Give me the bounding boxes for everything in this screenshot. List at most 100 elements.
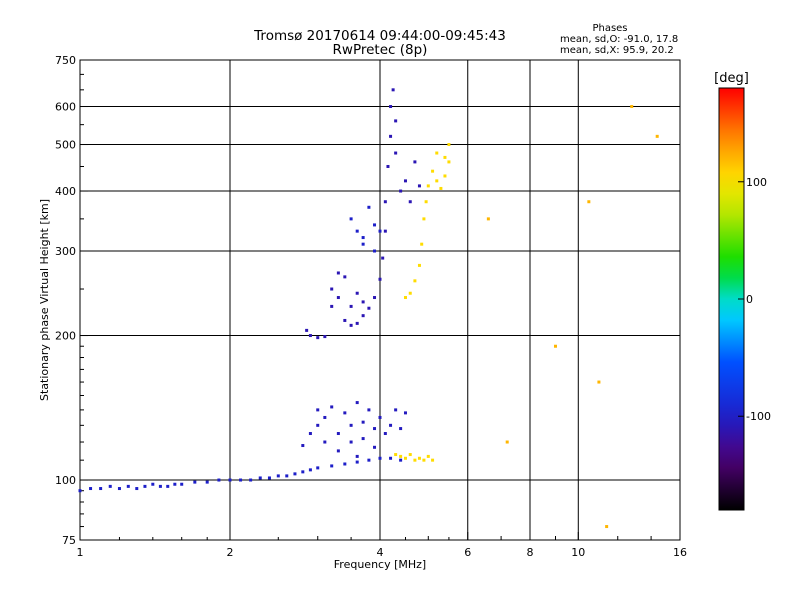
data-point [383, 200, 387, 204]
data-point [336, 449, 340, 453]
data-point [361, 236, 365, 240]
data-point [408, 453, 412, 457]
y-tick-label: 400 [55, 185, 76, 198]
data-point [435, 179, 439, 183]
data-point [349, 217, 353, 221]
y-tick-label: 500 [55, 139, 76, 152]
data-point [158, 484, 162, 488]
data-point [108, 484, 112, 488]
colorbar [718, 87, 745, 511]
data-point [378, 229, 382, 233]
data-point [126, 484, 130, 488]
data-point [343, 318, 347, 322]
data-point [355, 460, 359, 464]
data-point [605, 525, 609, 529]
data-point [373, 445, 377, 449]
x-tick-label: 2 [227, 546, 234, 559]
data-point [258, 476, 262, 480]
data-point [394, 453, 398, 457]
data-point [435, 151, 439, 155]
data-point [239, 478, 243, 482]
data-point [99, 487, 103, 491]
data-point [443, 155, 447, 159]
data-point [443, 174, 447, 178]
data-point [361, 242, 365, 246]
colorbar-tick-label: 100 [746, 176, 767, 189]
data-point [378, 456, 382, 460]
y-tick-label: 750 [55, 54, 76, 67]
y-tick-label: 100 [55, 474, 76, 487]
data-point [399, 454, 403, 458]
data-point [361, 420, 365, 424]
data-point [361, 437, 365, 441]
data-point [336, 296, 340, 300]
data-point [89, 487, 93, 491]
data-point [378, 277, 382, 281]
data-point [151, 482, 155, 486]
data-point [373, 296, 377, 300]
data-point [117, 487, 121, 491]
x-tick-label: 8 [527, 546, 534, 559]
data-point [355, 229, 359, 233]
data-point [193, 480, 197, 484]
data-point [394, 151, 398, 155]
data-point [394, 408, 398, 412]
data-point [78, 489, 82, 493]
data-point [394, 119, 398, 123]
x-tick-label: 4 [377, 546, 384, 559]
data-point [367, 306, 371, 310]
x-tick-label: 16 [673, 546, 687, 559]
colorbar-label: [deg] [714, 71, 749, 86]
data-point [413, 458, 417, 462]
phase-stats-heading: Phases [592, 23, 628, 34]
x-tick-label: 1 [77, 546, 84, 559]
chart-subtitle: RwPretec (8p) [332, 42, 428, 58]
data-point [355, 321, 359, 325]
data-point [422, 217, 426, 221]
data-point [355, 291, 359, 295]
data-point [383, 432, 387, 436]
data-point [330, 405, 334, 409]
data-point [447, 143, 451, 147]
data-point [408, 200, 412, 204]
data-point [355, 401, 359, 405]
data-point [349, 304, 353, 308]
data-point [630, 105, 634, 109]
data-point [361, 300, 365, 304]
data-point [597, 380, 601, 384]
data-point [553, 344, 557, 348]
y-tick-label: 200 [55, 330, 76, 343]
data-point [378, 415, 382, 419]
data-point [367, 205, 371, 209]
data-point [399, 458, 403, 462]
phase-stats-x: mean, sd,X: 95.9, 20.2 [560, 45, 674, 56]
data-point [417, 263, 421, 267]
data-point [336, 271, 340, 275]
chart-title: Tromsø 20170614 09:44:00-09:45:43 [254, 28, 506, 44]
data-point [389, 134, 393, 138]
data-point [367, 458, 371, 462]
data-point [330, 464, 334, 468]
data-point [336, 432, 340, 436]
data-point [403, 411, 407, 415]
data-point [386, 164, 390, 168]
x-tick-label: 6 [464, 546, 471, 559]
data-point [308, 432, 312, 436]
data-point [323, 335, 327, 339]
data-point [316, 466, 320, 470]
data-point [323, 415, 327, 419]
data-point [361, 314, 365, 318]
data-point [323, 440, 327, 444]
data-point [355, 454, 359, 458]
data-point [413, 279, 417, 283]
data-point [330, 304, 334, 308]
data-point [249, 478, 253, 482]
colorbar-tick-label: -100 [746, 410, 771, 423]
data-point [389, 456, 393, 460]
data-point [399, 189, 403, 193]
data-point [143, 484, 147, 488]
data-point [228, 478, 232, 482]
data-point [431, 458, 435, 462]
